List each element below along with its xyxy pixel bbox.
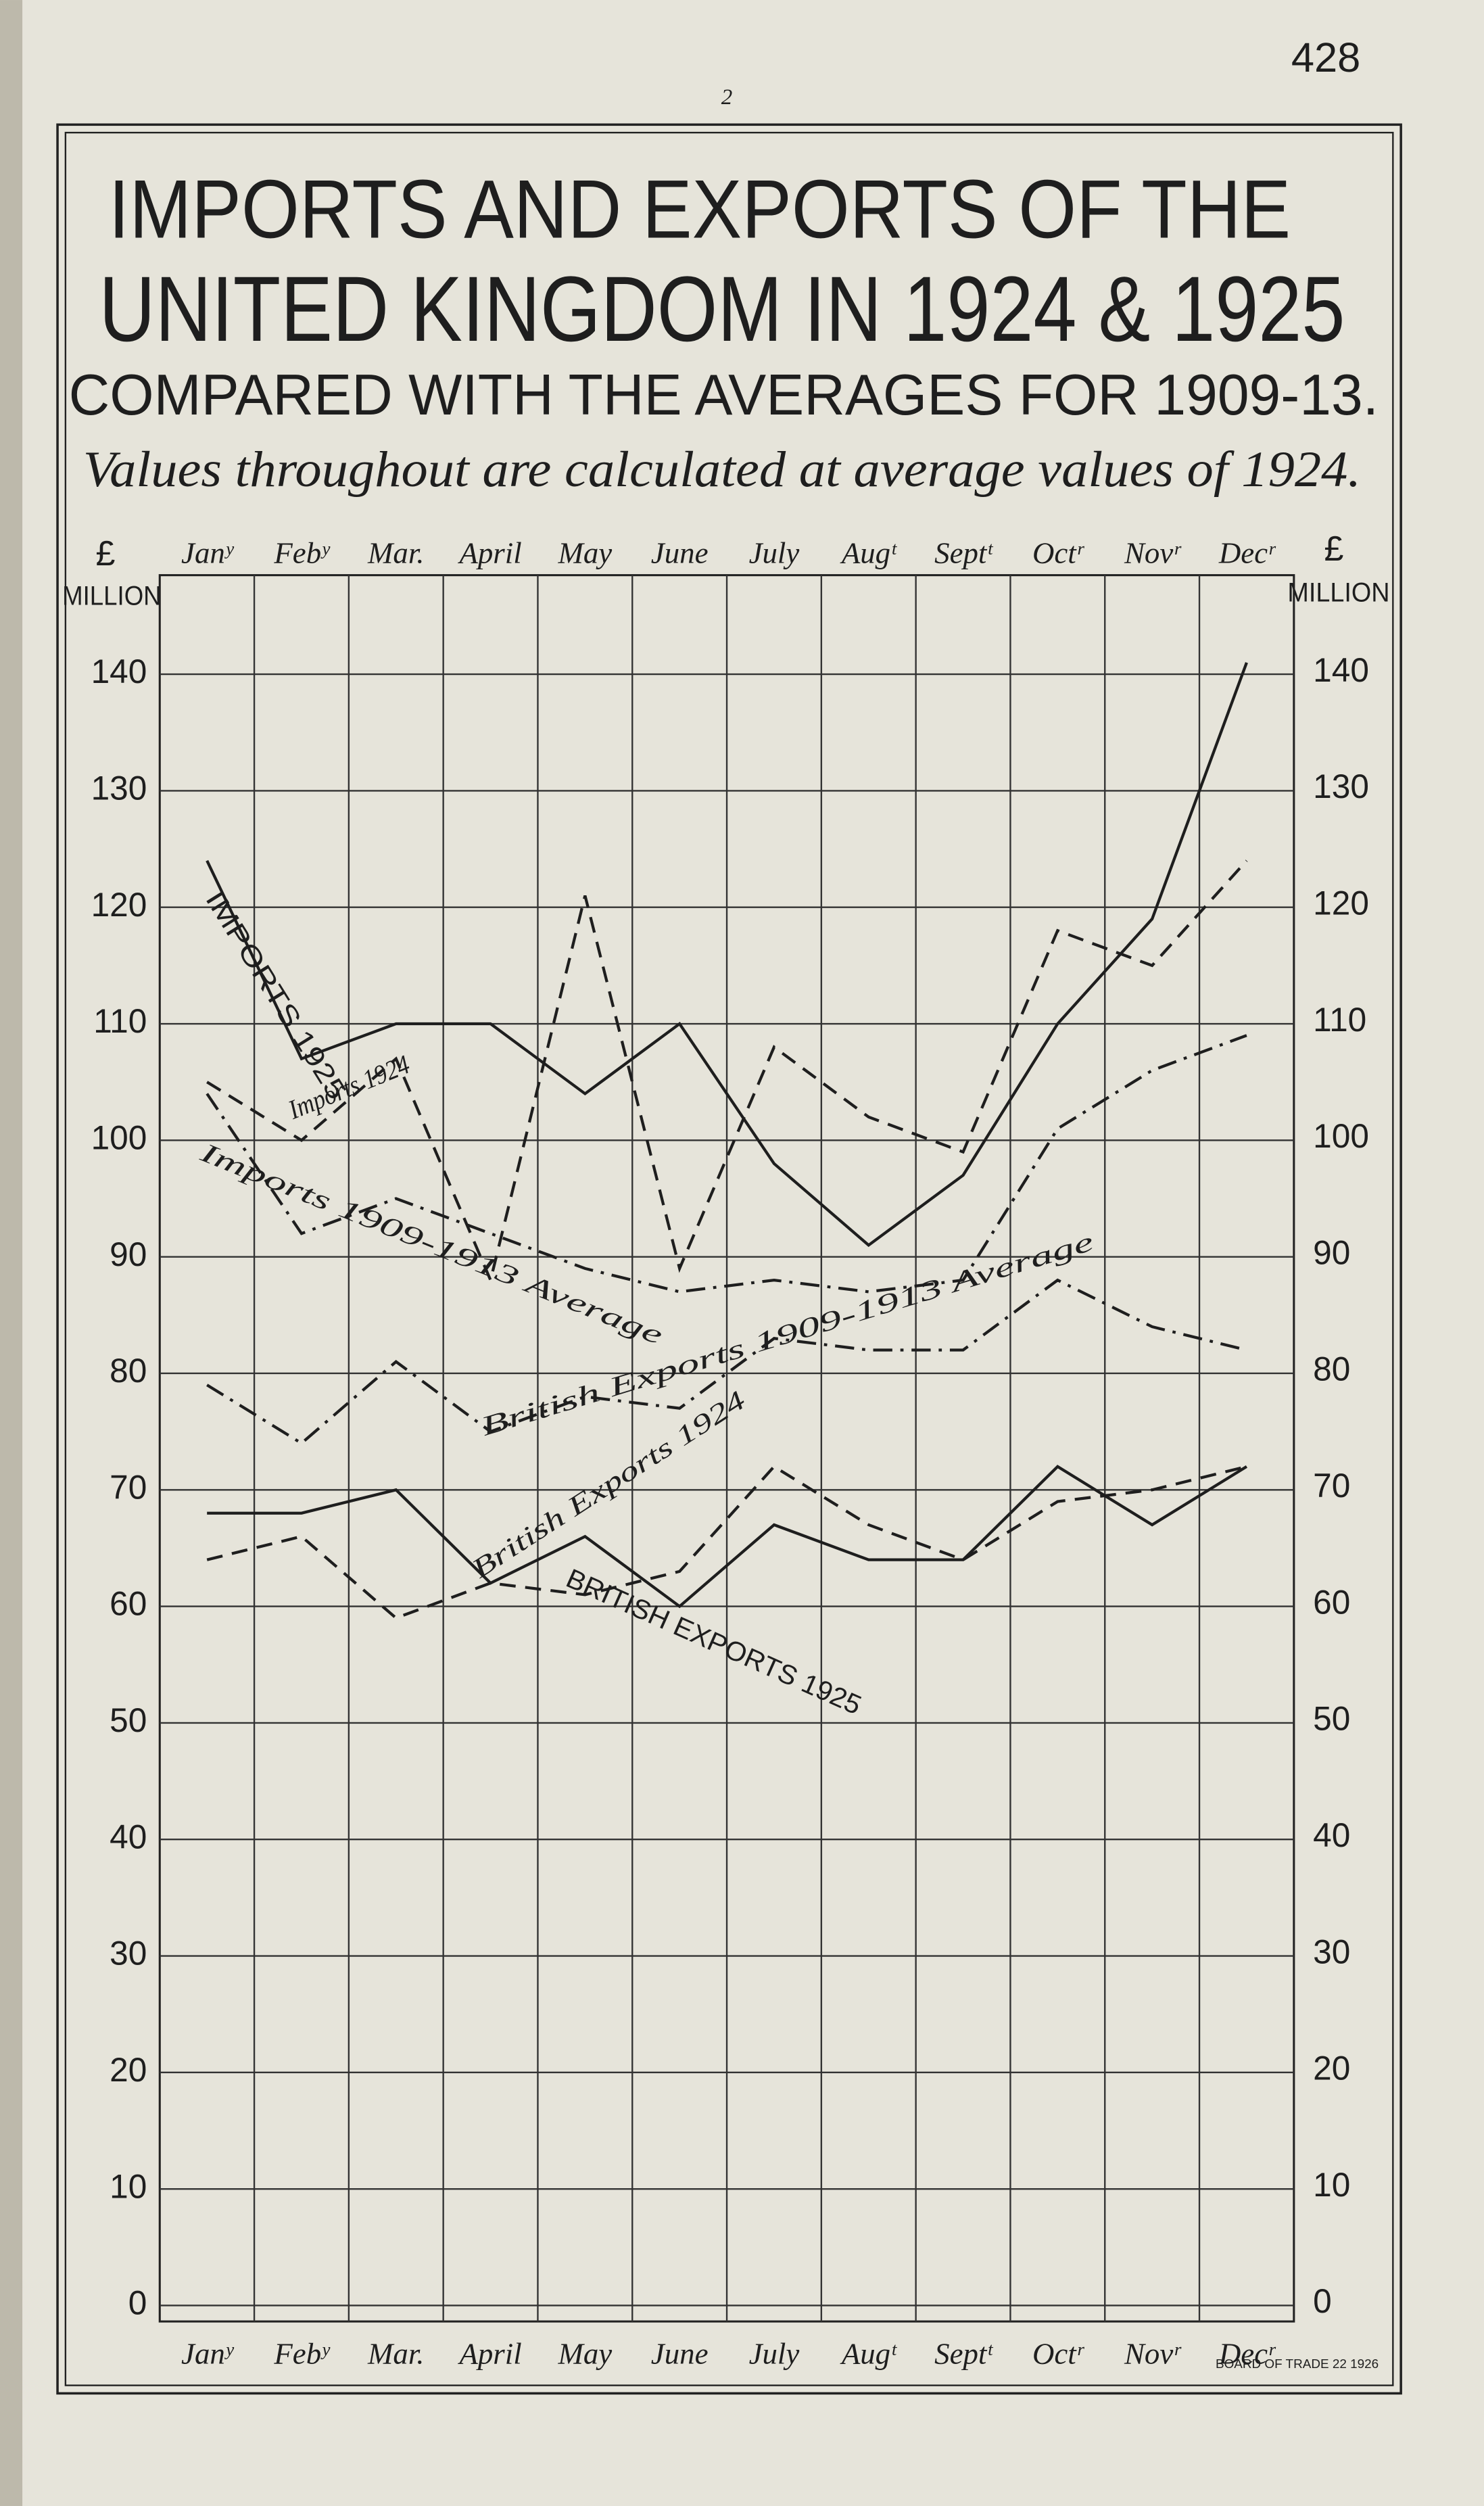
y2-tick-label: 20 bbox=[1313, 2050, 1350, 2087]
y-tick-label: 120 bbox=[91, 886, 147, 924]
x-tick-label-top: Janʸ bbox=[181, 536, 235, 570]
y-label-unit: MILLION bbox=[62, 580, 161, 611]
x-tick-label-top: July bbox=[749, 536, 800, 570]
binding-edge bbox=[0, 0, 23, 2506]
page-number: 2 bbox=[721, 85, 733, 110]
y-tick-label: 90 bbox=[110, 1235, 147, 1273]
x-tick-label-bottom: June bbox=[651, 2336, 709, 2370]
y2-tick-label: 100 bbox=[1313, 1117, 1369, 1155]
y2-tick-label: 70 bbox=[1313, 1467, 1350, 1505]
x-tick-label-top: Octʳ bbox=[1032, 536, 1085, 570]
y2-tick-label: 110 bbox=[1313, 1001, 1366, 1039]
y2-tick-label: 40 bbox=[1313, 1816, 1350, 1854]
y-tick-label: 140 bbox=[91, 653, 147, 690]
y2-tick-label: 10 bbox=[1313, 2166, 1350, 2204]
y-tick-label: 100 bbox=[91, 1118, 147, 1156]
y2-tick-label: 0 bbox=[1313, 2282, 1332, 2320]
x-tick-label-top: May bbox=[557, 536, 612, 570]
series-line bbox=[206, 1034, 1247, 1294]
y2-tick-label: 30 bbox=[1313, 1933, 1350, 1970]
y-tick-label: 0 bbox=[128, 2284, 147, 2322]
title-line: IMPORTS AND EXPORTS OF THE bbox=[109, 163, 1291, 256]
x-tick-label-bottom: Mar. bbox=[367, 2336, 425, 2370]
y-tick-label: 40 bbox=[110, 1818, 147, 1855]
x-tick-label-bottom: Octʳ bbox=[1032, 2336, 1085, 2370]
x-tick-label-bottom: Novʳ bbox=[1124, 2336, 1182, 2370]
y2-label-unit: MILLION bbox=[1287, 577, 1389, 608]
subtitle: Values throughout are calculated at aver… bbox=[83, 442, 1361, 498]
x-tick-label-top: June bbox=[651, 536, 709, 570]
folio: 428 bbox=[1291, 34, 1360, 81]
x-tick-label-top: Septᵗ bbox=[934, 536, 993, 570]
x-tick-label-bottom: Janʸ bbox=[181, 2336, 235, 2370]
x-tick-label-top: Mar. bbox=[367, 536, 425, 570]
y-tick-label: 50 bbox=[110, 1701, 147, 1739]
x-tick-label-top: April bbox=[457, 536, 521, 570]
series-line bbox=[206, 662, 1248, 1248]
y-tick-label: 110 bbox=[93, 1002, 147, 1040]
y-tick-label: 60 bbox=[110, 1585, 147, 1623]
y-tick-label: 70 bbox=[110, 1468, 147, 1506]
y2-tick-label: 90 bbox=[1313, 1233, 1350, 1271]
y-tick-label: 130 bbox=[91, 770, 147, 807]
series-line bbox=[206, 859, 1248, 1285]
title-line: COMPARED WITH THE AVERAGES FOR 1909-13. bbox=[69, 363, 1379, 427]
y-tick-label: 30 bbox=[110, 1935, 147, 1972]
x-tick-label-bottom: Febʸ bbox=[273, 2336, 331, 2370]
y-tick-label: 80 bbox=[110, 1352, 147, 1390]
y2-tick-label: 80 bbox=[1313, 1350, 1350, 1388]
y-tick-label: 20 bbox=[110, 2051, 147, 2089]
x-tick-label-bottom: Decʳ bbox=[1218, 2336, 1276, 2370]
x-tick-label-top: Febʸ bbox=[273, 536, 331, 570]
y-tick-label: 10 bbox=[110, 2167, 147, 2205]
y2-tick-label: 120 bbox=[1313, 884, 1369, 922]
x-tick-label-bottom: Augᵗ bbox=[840, 2336, 897, 2370]
x-tick-label-bottom: May bbox=[557, 2336, 612, 2370]
x-tick-label-top: Augᵗ bbox=[840, 536, 897, 570]
title-line: UNITED KINGDOM IN 1924 & 1925 bbox=[99, 258, 1345, 361]
y2-tick-label: 140 bbox=[1313, 651, 1369, 689]
y-label-symbol: £ bbox=[95, 534, 115, 573]
series-line bbox=[207, 1465, 1248, 1609]
inner-frame bbox=[64, 131, 1394, 2386]
x-tick-label-bottom: July bbox=[749, 2336, 800, 2370]
x-tick-label-top: Decʳ bbox=[1218, 536, 1276, 570]
footer-stamp: BOARD OF TRADE 22 1926 bbox=[1216, 2357, 1379, 2371]
y2-tick-label: 130 bbox=[1313, 767, 1369, 805]
y2-tick-label: 50 bbox=[1313, 1700, 1350, 1738]
x-tick-label-bottom: Septᵗ bbox=[934, 2336, 993, 2370]
outer-frame bbox=[56, 123, 1402, 2395]
x-tick-label-top: Novʳ bbox=[1124, 536, 1182, 570]
y2-label-symbol: £ bbox=[1324, 529, 1343, 569]
x-tick-label-bottom: April bbox=[457, 2336, 521, 2370]
y2-tick-label: 60 bbox=[1313, 1583, 1350, 1621]
